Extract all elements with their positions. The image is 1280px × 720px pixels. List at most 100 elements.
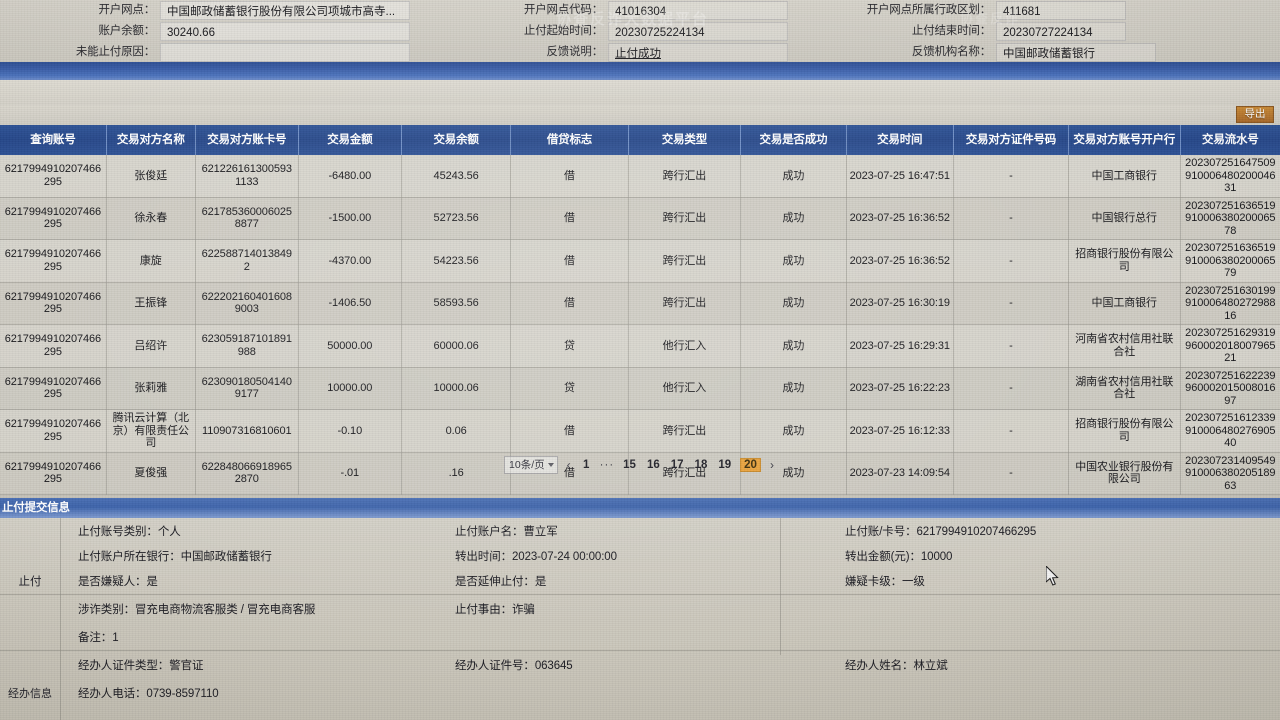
section-title: 止付提交信息 [2, 502, 70, 514]
fraud-row-1: 涉诈类别：冒充电商物流客服类 / 冒充电商客服 止付事由：诈骗 [0, 595, 1280, 623]
field-open-branch-label: 开户网点： [98, 4, 156, 16]
cell-success: 成功 [740, 324, 847, 368]
transfer-out-time-value: 2023-07-24 00:00:00 [512, 550, 617, 563]
export-button[interactable]: 导出 [1236, 106, 1274, 123]
content-gap-band [0, 80, 1280, 105]
cell-serial: 202307251629319960002018007965 21 [1180, 324, 1280, 368]
operator-phone-value: 0739-8597110 [146, 687, 219, 700]
col-header-counterparty-id[interactable]: 交易对方证件号码 [953, 125, 1069, 155]
suspect-card-level-value: 一级 [902, 576, 925, 588]
transaction-table-wrapper: 查询账号 交易对方名称 交易对方账卡号 交易金额 交易余额 借贷标志 交易类型 … [0, 125, 1280, 495]
page-button-19[interactable]: 19 [718, 459, 732, 471]
operator-name-value: 林立斌 [913, 660, 948, 672]
page-button-17[interactable]: 17 [670, 459, 684, 471]
field-account-balance-value: 30240.66 [160, 22, 410, 41]
field-branch-code-value: 41016304 [608, 1, 788, 20]
transaction-table-body: 6217994910207466295 张俊廷 621226161300593113… [0, 155, 1280, 495]
stop-account-name-value: 曹立军 [523, 525, 558, 538]
cell-serial: 202307251622239960002015008016 97 [1180, 367, 1280, 410]
cell-counterparty-id: - [953, 324, 1069, 368]
table-row[interactable]: 6217994910207466295 夏俊强 622848066918965287… [0, 452, 1280, 495]
cell-query-account: 6217994910207466295 [0, 367, 107, 410]
table-row[interactable]: 6217994910207466295 康旋 6225887140138492 -43… [0, 239, 1280, 283]
cell-counterparty-name: 王振锋 [106, 282, 196, 325]
cell-counterparty-card: 6228480669189652870 [195, 452, 299, 495]
cell-success: 成功 [740, 282, 847, 325]
field-stop-start-time-label: 止付起始时间： [523, 25, 603, 37]
cell-counterparty-bank: 中国工商银行 [1068, 282, 1181, 325]
page-button-16[interactable]: 16 [646, 459, 660, 471]
col-header-counterparty-card[interactable]: 交易对方账卡号 [195, 125, 299, 155]
table-row[interactable]: 6217994910207466295 张莉雅 623090180504140917… [0, 367, 1280, 410]
cell-counterparty-card: 623059187101891988 [195, 324, 299, 368]
is-suspect-label: 是否嫌疑人： [78, 576, 147, 588]
page-size-label: 10条/页 [509, 459, 545, 471]
transaction-table-head: 查询账号 交易对方名称 交易对方账卡号 交易金额 交易余额 借贷标志 交易类型 … [0, 125, 1280, 155]
col-header-counterparty-bank[interactable]: 交易对方账号开户行 [1068, 125, 1181, 155]
operator-group: 经办人证件类型：警官证 经办人证件号：063645 经办人姓名：林立斌 经办信息… [0, 651, 1280, 706]
page-size-select[interactable]: 10条/页 [504, 456, 558, 474]
cell-serial: 202307251612339910006480276905 40 [1180, 409, 1280, 453]
fraud-group: 涉诈类别：冒充电商物流客服类 / 冒充电商客服 止付事由：诈骗 备注：1 [0, 595, 1280, 650]
col-header-balance[interactable]: 交易余额 [401, 125, 512, 155]
table-row[interactable]: 6217994910207466295 徐永春 621785360006025887… [0, 197, 1280, 240]
page-button-18[interactable]: 18 [694, 459, 708, 471]
stop-reason-value: 诈骗 [512, 604, 535, 616]
cell-counterparty-name: 张莉雅 [106, 367, 196, 410]
remark-label: 备注： [78, 631, 113, 644]
cell-query-account: 6217994910207466295 [0, 324, 107, 368]
cell-query-account: 6217994910207466295 [0, 239, 107, 283]
cell-dc-flag: 贷 [510, 324, 629, 368]
col-header-amount[interactable]: 交易金额 [298, 125, 402, 155]
field-branch-region-label: 开户网点所属行政区划： [866, 4, 992, 16]
stop-card-number: 止付账/卡号：6217994910207466295 [845, 523, 1280, 539]
stop-payment-summary-panel: 开户网点： 中国邮政储蓄银行股份有限公司项城市高寺... 开户网点代码： 410… [0, 0, 1280, 62]
col-header-txn-type[interactable]: 交易类型 [628, 125, 742, 155]
col-header-query-account[interactable]: 查询账号 [0, 125, 107, 155]
cell-counterparty-bank: 招商银行股份有限公司 [1068, 239, 1181, 283]
cell-txn-time: 2023-07-25 16:30:19 [846, 282, 954, 325]
page-button-1[interactable]: 1 [582, 459, 590, 471]
prev-page-button[interactable]: ‹ [566, 458, 571, 472]
cell-serial: 202307251630199910006480272988 16 [1180, 282, 1280, 325]
stop-payment-detail-area: 止付账号类别：个人 止付账户名：曹立军 止付账/卡号：6217994910207… [0, 518, 1280, 720]
stop-account-type-value: 个人 [157, 525, 181, 538]
col-header-serial[interactable]: 交易流水号 [1180, 125, 1280, 155]
field-fail-reason-label: 未能止付原因： [75, 46, 155, 58]
next-page-button[interactable]: › [769, 458, 774, 472]
cell-serial: 202307231409549910006380205189 63 [1180, 452, 1280, 495]
detail-divider-mid [780, 518, 781, 655]
cell-amount: -4370.00 [298, 239, 402, 283]
cell-dc-flag: 借 [510, 197, 629, 240]
cell-counterparty-bank: 中国工商银行 [1068, 155, 1181, 198]
cell-amount: 10000.00 [298, 367, 402, 410]
field-feedback-org: 反馈机构名称： 中国邮政储蓄银行 [848, 42, 1156, 63]
page-button-20-active[interactable]: 20 [740, 458, 761, 472]
col-header-success[interactable]: 交易是否成功 [740, 125, 847, 155]
cell-query-account: 6217994910207466295 [0, 282, 107, 325]
cell-dc-flag: 贷 [510, 367, 629, 410]
table-row[interactable]: 6217994910207466295 张俊廷 621226161300593113… [0, 155, 1280, 198]
page-button-15[interactable]: 15 [623, 459, 636, 471]
operator-name-label: 经办人姓名： [845, 660, 914, 672]
cell-counterparty-card: 6222021604016089003 [195, 282, 299, 325]
field-fail-reason: 未能止付原因： [0, 42, 410, 63]
cell-counterparty-bank: 招商银行股份有限公司 [1068, 409, 1181, 453]
operator-group-row-label: 经办信息 [8, 687, 52, 700]
col-header-dc-flag[interactable]: 借贷标志 [510, 125, 629, 155]
cell-counterparty-id: - [953, 155, 1069, 198]
table-row[interactable]: 6217994910207466295 吕绍许 623059187101891988… [0, 324, 1280, 368]
stop-reason: 止付事由：诈骗 [455, 601, 845, 617]
table-row[interactable]: 6217994910207466295 腾讯云计算（北京）有限责任公司 110907… [0, 409, 1280, 453]
cell-counterparty-card: 6217853600060258877 [195, 197, 299, 240]
cell-success: 成功 [740, 367, 847, 410]
summary-row-3: 未能止付原因： 反馈说明： 止付成功 反馈机构名称： 中国邮政储蓄银行 [0, 42, 1280, 63]
cell-serial: 202307251636519910006380200065 78 [1180, 197, 1280, 240]
col-header-txn-time[interactable]: 交易时间 [846, 125, 954, 155]
table-row[interactable]: 6217994910207466295 王振锋 622202160401608900… [0, 282, 1280, 325]
cell-counterparty-id: - [953, 367, 1069, 410]
field-stop-end-time-label: 止付结束时间： [911, 25, 991, 37]
col-header-counterparty-name[interactable]: 交易对方名称 [106, 125, 196, 155]
field-branch-region-value: 411681 [996, 1, 1126, 20]
